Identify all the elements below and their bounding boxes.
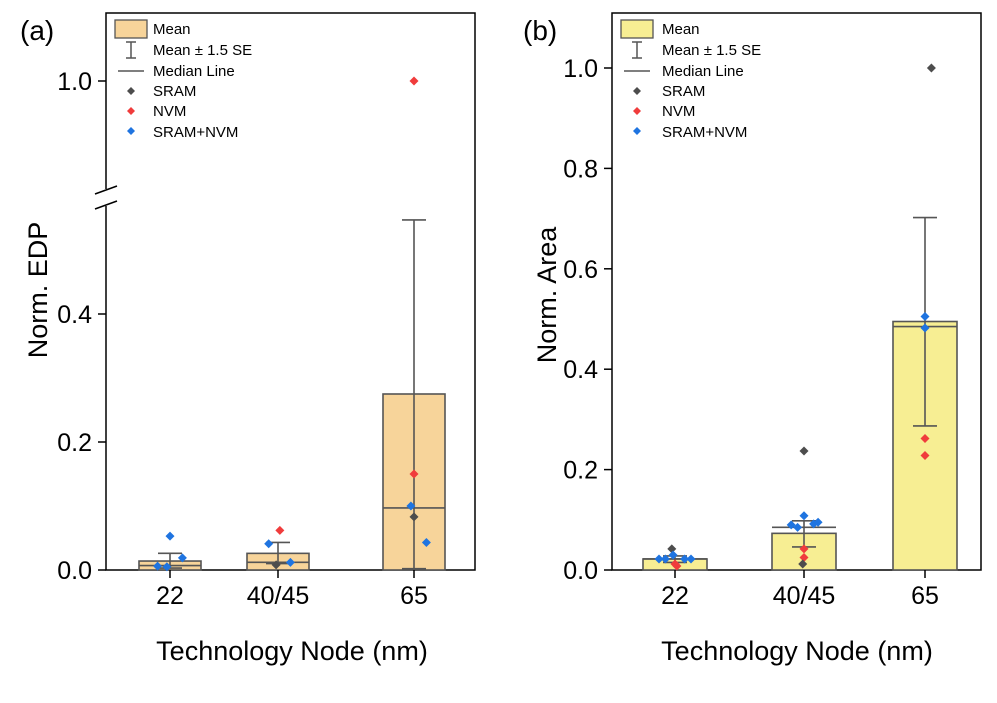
legend-nvm-marker <box>633 107 641 115</box>
panel-a-point-sram <box>271 560 281 570</box>
panel-b-xtick-label: 22 <box>661 582 689 610</box>
legend-sram-nvm-label: SRAM+NVM <box>662 124 747 141</box>
legend-nvm-label: NVM <box>662 103 695 120</box>
panel-a-legend: Mean Mean ± 1.5 SE Median Line SRAM NVM … <box>114 19 252 141</box>
panel-a-ylabel: Norm. EDP <box>23 222 53 359</box>
panel-b-point-sram-nvm <box>668 550 678 560</box>
panel-b-point-nvm <box>920 451 930 461</box>
panel-b-point-nvm <box>799 544 809 554</box>
panel-a-ytick-label: 1.0 <box>57 68 92 96</box>
panel-a-axis-break-gap <box>100 189 114 206</box>
legend-mean-swatch <box>114 19 148 39</box>
panel-b-xtick-label: 65 <box>911 582 939 610</box>
panel-a-point-sram-nvm <box>177 553 187 563</box>
panel-b-point-sram-nvm <box>920 311 930 321</box>
panel-b: (b) 22 40/45 65 0.0 0.2 0.4 0.6 0.8 1.0 Norm. Ar… <box>523 12 982 666</box>
panel-a-point-nvm <box>409 76 419 86</box>
panel-a-point-sram-nvm <box>285 557 295 567</box>
panel-a-axis-break-mark <box>94 185 118 195</box>
legend-se-label: Mean ± 1.5 SE <box>153 42 252 59</box>
legend-se-label: Mean ± 1.5 SE <box>662 42 761 59</box>
legend-mean-label: Mean <box>153 21 191 38</box>
panel-a-point-sram-nvm <box>153 561 163 571</box>
legend-sram-marker <box>633 87 641 95</box>
panel-b-point-sram-nvm <box>660 554 670 564</box>
panel-a-xtick-label: 65 <box>400 582 428 610</box>
legend-nvm-label: NVM <box>153 103 186 120</box>
legend-mean-label: Mean <box>662 21 700 38</box>
legend-median-label: Median Line <box>153 63 235 80</box>
panel-a-point-nvm <box>275 525 285 535</box>
panel-b-point-sram-nvm <box>680 554 690 564</box>
panel-b-point-sram-nvm <box>920 323 930 333</box>
panel-a-ytick-label: 0.0 <box>57 557 92 585</box>
panel-b-point-sram <box>799 446 809 456</box>
legend-se-symbol <box>126 41 136 59</box>
panel-b-ytick-label: 1.0 <box>563 55 598 83</box>
panel-b-point-sram <box>798 559 808 569</box>
panel-a-ytick-label: 0.4 <box>57 301 92 329</box>
panel-a-point-sram <box>409 512 419 522</box>
panel-a-xtick-label: 22 <box>156 582 184 610</box>
legend-nvm-marker <box>127 107 135 115</box>
panel-b-point-sram-nvm <box>654 554 664 564</box>
panel-a-xtick-label: 40/45 <box>247 582 310 610</box>
panel-b-point-nvm <box>920 433 930 443</box>
panel-a-point-sram-nvm <box>406 501 416 511</box>
legend-sram-nvm-marker <box>127 127 135 135</box>
panel-a-point-nvm <box>409 469 419 479</box>
legend-mean-swatch <box>620 19 654 39</box>
panel-b-label: (b) <box>523 15 557 46</box>
panel-a: (a) 22 40/45 65 0.0 0.2 0.4 1.0 Norm. EDP Tech… <box>20 12 476 666</box>
panel-a-point-sram-nvm <box>165 531 175 541</box>
panel-a-label: (a) <box>20 15 54 46</box>
panel-b-point-sram-nvm <box>813 517 823 527</box>
legend-sram-nvm-marker <box>633 127 641 135</box>
panel-b-legend: Mean Mean ± 1.5 SE Median Line SRAM NVM … <box>620 19 761 141</box>
legend-sram-marker <box>127 87 135 95</box>
panel-a-point-sram-nvm <box>264 539 274 549</box>
panel-b-ytick-label: 0.4 <box>563 356 598 384</box>
panel-b-ytick-label: 0.8 <box>563 155 598 183</box>
legend-sram-nvm-label: SRAM+NVM <box>153 124 238 141</box>
legend-se-symbol <box>632 41 642 59</box>
panel-b-point-sram-nvm <box>793 522 803 532</box>
panel-b-point-sram-nvm <box>686 554 696 564</box>
panel-b-point-sram <box>667 544 677 554</box>
legend-median-label: Median Line <box>662 63 744 80</box>
panel-a-ytick-label: 0.2 <box>57 429 92 457</box>
panel-a-xlabel: Technology Node (nm) <box>156 636 428 666</box>
panel-a-point-sram-nvm <box>162 562 172 572</box>
legend-sram-label: SRAM <box>153 83 196 100</box>
panel-b-ytick-label: 0.6 <box>563 256 598 284</box>
panel-b-xlabel: Technology Node (nm) <box>661 636 933 666</box>
panel-b-point-nvm <box>672 561 682 571</box>
panel-b-ytick-label: 0.2 <box>563 457 598 485</box>
panel-a-point-sram-nvm <box>421 537 431 547</box>
panel-b-ylabel: Norm. Area <box>532 226 562 364</box>
legend-sram-label: SRAM <box>662 83 705 100</box>
panel-b-point-sram-nvm <box>799 511 809 521</box>
panel-b-point-nvm <box>799 552 809 562</box>
panel-a-axis-break-mark <box>94 200 118 210</box>
panel-b-xtick-label: 40/45 <box>773 582 836 610</box>
panel-b-ytick-label: 0.0 <box>563 557 598 585</box>
panel-b-point-sram <box>926 63 936 73</box>
